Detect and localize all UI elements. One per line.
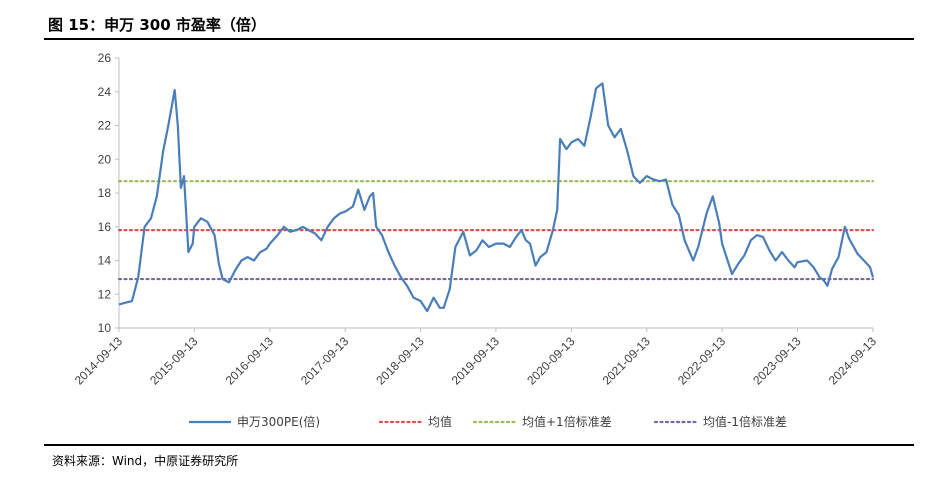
y-tick-label: 10	[98, 321, 112, 335]
legend-pe-label: 申万300PE(倍)	[237, 414, 320, 429]
y-tick-label: 24	[98, 85, 112, 99]
legend-plus-1sd-label: 均值+1倍标准差	[522, 414, 612, 429]
y-tick-label: 12	[98, 287, 112, 301]
y-tick-label: 22	[98, 119, 112, 133]
legend-mean-label: 均值	[428, 414, 452, 429]
x-tick-label: 2022-09-13	[675, 334, 729, 388]
y-tick-label: 14	[98, 254, 112, 268]
source-note: 资料来源：Wind，中原证券研究所	[52, 454, 239, 468]
x-tick-label: 2019-09-13	[449, 334, 503, 388]
x-tick-label: 2014-09-13	[72, 334, 126, 388]
x-tick-label: 2016-09-13	[223, 334, 277, 388]
figure-title: 图 15：申万 300 市盈率（倍）	[48, 16, 266, 34]
x-tick-label: 2018-09-13	[373, 334, 427, 388]
series-layer	[118, 82, 875, 313]
chart-legend: 申万300PE(倍) 均值 均值+1倍标准差 均值-1倍标准差	[189, 414, 787, 429]
x-tick-label: 2015-09-13	[147, 334, 201, 388]
y-tick-label: 20	[98, 152, 112, 166]
x-tick-label: 2024-09-13	[826, 334, 880, 388]
reference-lines	[117, 180, 875, 281]
x-tick-label: 2020-09-13	[524, 334, 578, 388]
x-tick-label: 2017-09-13	[298, 334, 352, 388]
bottom-rule	[44, 444, 914, 446]
top-rule	[44, 38, 914, 40]
x-tick-label: 2023-09-13	[750, 334, 804, 388]
pe-series-line	[118, 82, 875, 313]
legend-minus-1sd-label: 均值-1倍标准差	[703, 414, 787, 429]
y-tick-label: 16	[98, 220, 112, 234]
x-tick-label: 2021-09-13	[600, 334, 654, 388]
chart-axes: 10 12 14 16 18 20 22 24 26 2014-09-13 2015-09-13 20…	[72, 51, 880, 388]
y-tick-label: 18	[98, 186, 112, 200]
y-tick-label: 26	[98, 51, 112, 65]
